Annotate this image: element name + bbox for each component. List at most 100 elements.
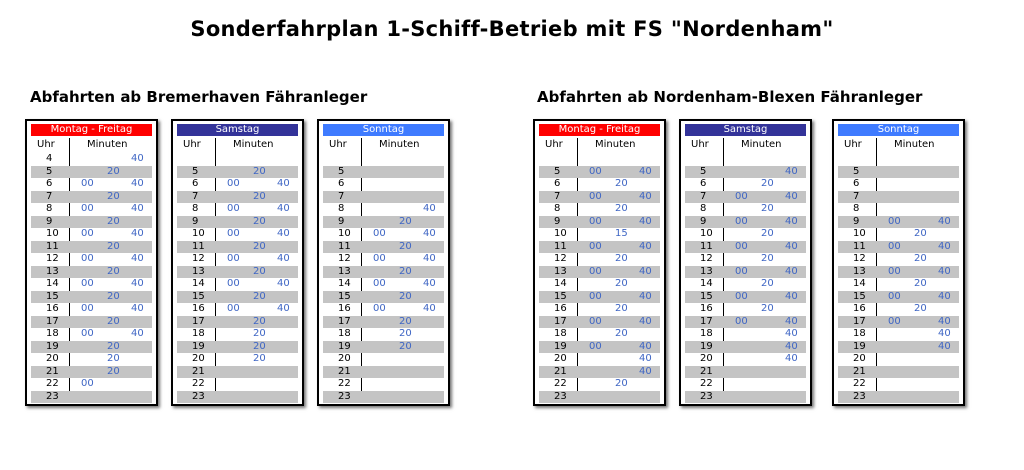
table-row: 18 40 [685, 328, 806, 341]
table-row [323, 153, 444, 166]
schedule-day-header: Montag - Freitag [539, 124, 660, 136]
minute-cell: 00 [589, 190, 602, 202]
table-row: 22 [323, 378, 444, 391]
table-row: 14 20 [838, 278, 959, 291]
hour-cell: 17 [853, 315, 866, 327]
minute-cell: 40 [423, 203, 436, 214]
minute-cell: 40 [423, 278, 436, 289]
table-row [177, 153, 298, 166]
minute-cell: 20 [914, 253, 927, 264]
minute-cell: 20 [914, 278, 927, 289]
table-row: 15 00 40 [838, 290, 959, 303]
hour-cell: 11 [554, 240, 567, 252]
minute-cell: 20 [399, 340, 412, 352]
hour-cell: 11 [853, 240, 866, 252]
column-header-hour: Uhr [37, 139, 55, 150]
table-row: 16 20 [838, 303, 959, 316]
table-row: 19 20 [177, 340, 298, 353]
minute-cell: 20 [253, 290, 266, 302]
minute-cell: 40 [639, 365, 652, 377]
table-row: 8 00 40 [31, 203, 152, 216]
hour-cell: 9 [192, 215, 199, 227]
table-row: 9 00 40 [539, 215, 660, 228]
minute-cell: 00 [81, 253, 94, 264]
minute-cell: 40 [131, 153, 144, 164]
minute-cell: 20 [761, 228, 774, 239]
minute-cell: 20 [615, 328, 628, 339]
hour-cell: 6 [853, 178, 860, 189]
minute-cell: 40 [639, 215, 652, 227]
table-row: 14 20 [685, 278, 806, 291]
hour-cell: 5 [338, 165, 345, 177]
minute-cell: 00 [373, 278, 386, 289]
hour-cell: 6 [338, 178, 345, 189]
minute-cell: 00 [888, 215, 901, 227]
hour-cell: 6 [46, 178, 53, 189]
schedule-table: Montag - Freitag Uhr Minuten 5 00 40 6 20 7 00 40 8… [533, 119, 666, 406]
table-row: 6 [838, 178, 959, 191]
hour-cell: 23 [700, 390, 713, 402]
table-row: 23 [838, 390, 959, 403]
hour-cell: 7 [338, 190, 345, 202]
table-row: 9 20 [31, 215, 152, 228]
table-row: 21 20 [31, 365, 152, 378]
table-row: 7 20 [177, 190, 298, 203]
hour-cell: 10 [700, 228, 713, 239]
table-row: 10 15 [539, 228, 660, 241]
minute-cell: 20 [107, 240, 120, 252]
hour-cell: 15 [192, 290, 205, 302]
table-row: 17 00 40 [685, 315, 806, 328]
minute-cell: 20 [107, 315, 120, 327]
hour-cell: 20 [338, 353, 351, 364]
table-row: 10 00 40 [177, 228, 298, 241]
minute-cell: 40 [277, 178, 290, 189]
table-row: 8 20 [539, 203, 660, 216]
hour-cell: 16 [554, 303, 567, 314]
table-row: 19 00 40 [539, 340, 660, 353]
hour-cell: 20 [853, 353, 866, 364]
minute-cell: 20 [107, 215, 120, 227]
table-row: 20 40 [685, 353, 806, 366]
hour-cell: 14 [46, 278, 59, 289]
table-row: 12 00 40 [31, 253, 152, 266]
hour-cell: 23 [46, 390, 59, 402]
hour-cell: 17 [554, 315, 567, 327]
hour-cell: 8 [700, 203, 707, 214]
hour-cell: 20 [192, 353, 205, 364]
minute-cell: 40 [277, 303, 290, 314]
table-row: 11 00 40 [838, 240, 959, 253]
table-row: 7 [838, 190, 959, 203]
table-row: 23 [323, 390, 444, 403]
table-row: 23 [177, 390, 298, 403]
hour-cell: 13 [700, 265, 713, 277]
table-row: 19 20 [31, 340, 152, 353]
schedule-day-header: Montag - Freitag [31, 124, 152, 136]
minute-cell: 20 [107, 340, 120, 352]
schedule-rows: 4 40 5 20 6 00 40 7 20 8 00 40 9 20 10 00 40 11 20 12 00 40 13… [31, 153, 152, 403]
column-header-hour: Uhr [691, 139, 709, 150]
table-row: 13 00 40 [539, 265, 660, 278]
schedule-table: Montag - Freitag Uhr Minuten 4 40 5 20 6 00 40 7 20… [25, 119, 158, 406]
column-header-minutes: Minuten [379, 139, 420, 150]
column-header-minutes: Minuten [87, 139, 128, 150]
schedule-rows: 5 6 7 8 9 00 40 10 20 11 00 40 12 20 13 00 40 14 20 15 00 40 1… [838, 153, 959, 403]
schedule-table: Sonntag Uhr Minuten 5 6 7 8 9 00 40 10 20 11 00 40 12 20… [832, 119, 965, 406]
hour-cell: 12 [46, 253, 59, 264]
hour-cell: 11 [46, 240, 59, 252]
minute-cell: 40 [639, 165, 652, 177]
hour-cell: 13 [46, 265, 59, 277]
table-row: 10 20 [838, 228, 959, 241]
minute-cell: 40 [131, 328, 144, 339]
minute-cell: 40 [938, 215, 951, 227]
table-row: 12 20 [838, 253, 959, 266]
minute-cell: 15 [615, 228, 628, 239]
minute-cell: 00 [735, 290, 748, 302]
minute-cell: 00 [81, 278, 94, 289]
column-header-hour: Uhr [329, 139, 347, 150]
table-row: 17 00 40 [838, 315, 959, 328]
minute-cell: 40 [938, 328, 951, 339]
hour-cell: 18 [338, 328, 351, 339]
minute-cell: 00 [888, 290, 901, 302]
minute-cell: 20 [107, 353, 120, 364]
hour-cell: 8 [853, 203, 860, 214]
